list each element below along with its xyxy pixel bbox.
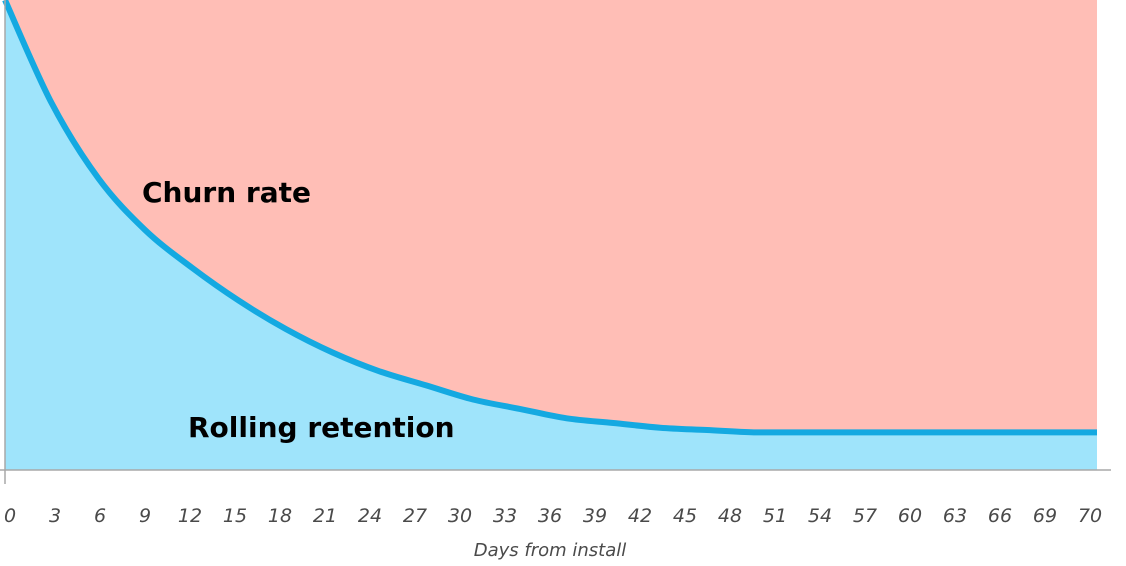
x-tick-label: 24 [358,505,382,527]
x-tick-label: 60 [898,505,922,527]
churn-rate-label: Churn rate [142,176,311,209]
x-tick-label: 66 [988,505,1012,527]
x-tick-label: 0 [4,505,16,527]
x-axis: 0 3 6 9 12 15 18 21 24 27 30 33 36 39 42 45 48 51 54 57 60 63… [0,0,1111,527]
x-tick-label: 36 [538,505,562,527]
x-tick-label: 3 [49,505,61,527]
x-tick-label: 15 [223,505,247,527]
rolling-retention-label: Rolling retention [188,411,455,444]
x-axis-title: Days from install [474,540,627,561]
rolling-retention-area [5,0,1097,470]
x-tick-label: 21 [313,505,337,527]
x-tick-label: 6 [94,505,106,527]
x-tick-label: 48 [718,505,742,527]
rolling-retention-line [2,0,1097,436]
x-tick-label: 70 [1078,505,1102,527]
x-tick-label: 63 [943,505,967,527]
x-tick-label: 57 [853,505,877,527]
plot-area [2,0,1097,470]
x-tick-label: 39 [583,505,607,527]
x-tick-label: 51 [763,505,787,527]
x-tick-label: 12 [178,505,202,527]
x-tick-label: 18 [268,505,292,527]
x-tick-label: 45 [673,505,697,527]
x-tick-label: 9 [139,505,151,527]
x-tick-label: 54 [808,505,832,527]
x-tick-label: 33 [493,505,517,527]
x-tick-label: 27 [403,505,427,527]
x-tick-label: 42 [628,505,652,527]
x-tick-label: 30 [448,505,472,527]
x-tick-label: 69 [1033,505,1057,527]
